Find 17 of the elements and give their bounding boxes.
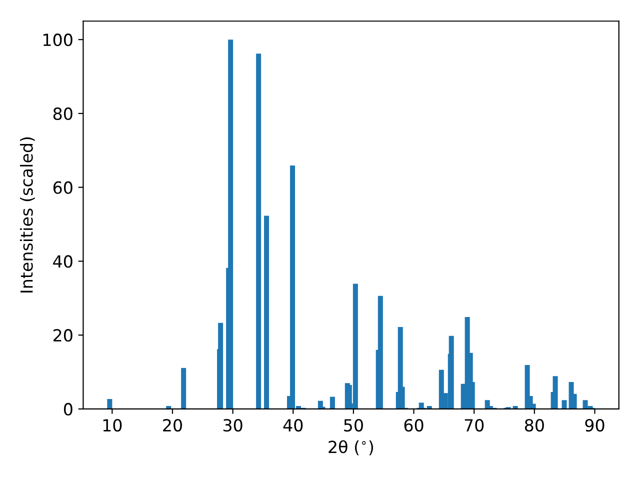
x-tick-label: 40 — [283, 418, 303, 432]
y-tick-label: 0 — [64, 402, 72, 416]
x-tick-label: 80 — [524, 418, 544, 432]
x-tick-label: 20 — [163, 418, 182, 432]
y-tick-label: 40 — [53, 255, 72, 268]
y-tick-label: 20 — [53, 329, 72, 342]
x-tick-label: 70 — [464, 418, 484, 432]
x-tick-label: 60 — [404, 418, 424, 432]
x-tick-label: 10 — [103, 418, 122, 432]
x-axis-title: 2θ ($^{∘}$) — [328, 440, 374, 456]
y-axis-title: Intensities (scaled) — [20, 137, 35, 292]
y-tick-label: 80 — [53, 107, 72, 120]
y-tick-label: 100 — [43, 34, 72, 46]
y-tick-label: 60 — [53, 181, 72, 194]
x-tick-label: 50 — [344, 418, 363, 432]
x-tick-label: 30 — [223, 418, 242, 432]
x-tick-label: 90 — [585, 418, 604, 432]
